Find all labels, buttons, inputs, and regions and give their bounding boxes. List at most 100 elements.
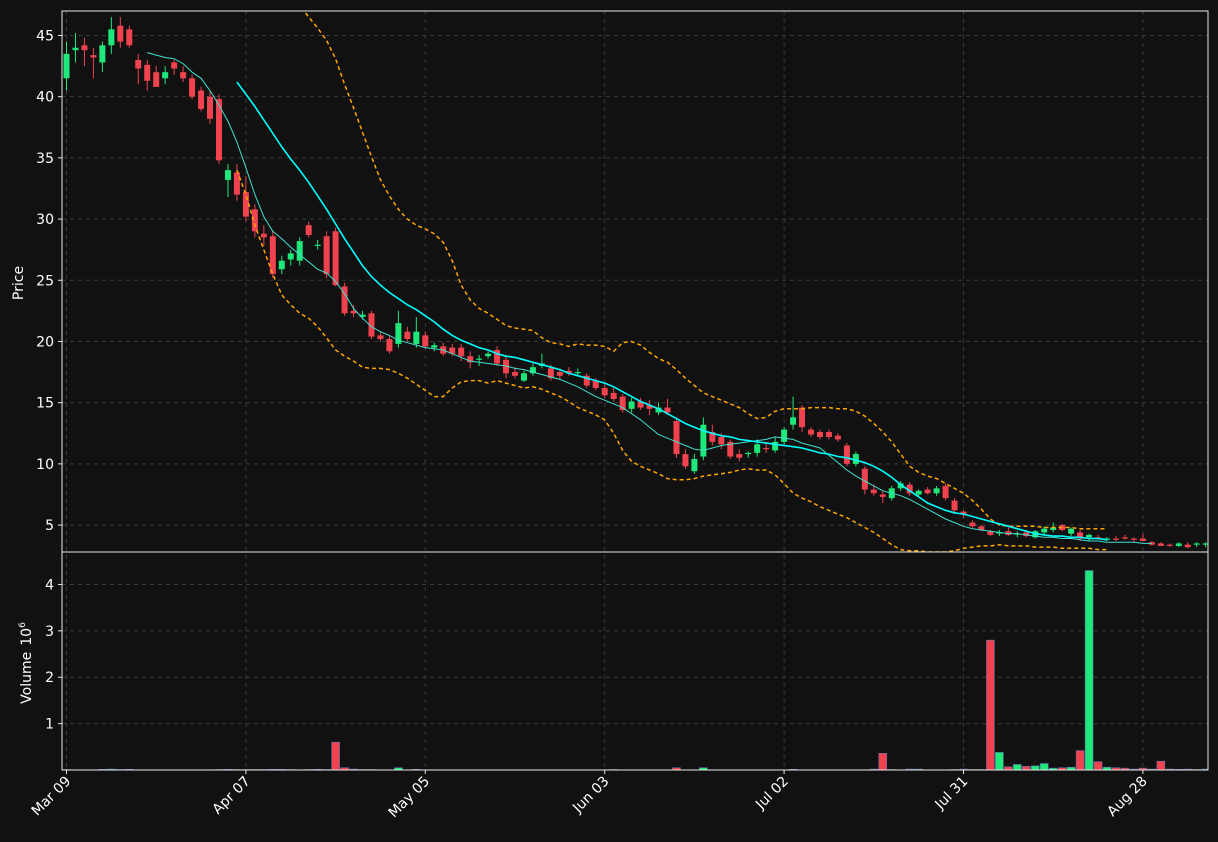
candle <box>1112 536 1119 541</box>
candle <box>377 331 384 342</box>
candle <box>637 397 644 411</box>
candle <box>1077 529 1084 541</box>
volume-bar <box>1084 570 1094 770</box>
candle-body <box>951 500 958 511</box>
candle-body <box>485 353 492 357</box>
candle-body <box>296 241 303 261</box>
candle-body <box>233 172 240 195</box>
candle <box>233 163 240 201</box>
candle-body <box>1121 537 1128 539</box>
candle-body <box>1041 528 1048 533</box>
candle <box>153 66 160 87</box>
date-tick-label: Apr 07 <box>210 774 254 818</box>
candle-body <box>897 483 904 489</box>
candle-body <box>341 286 348 314</box>
candle-body <box>547 368 554 379</box>
candle-body <box>852 454 859 464</box>
candle-body <box>153 72 160 87</box>
candle-body <box>180 72 187 79</box>
candle <box>574 368 581 376</box>
candle-body <box>126 29 133 46</box>
candle-body <box>754 444 761 453</box>
candle <box>951 498 958 515</box>
candle-body <box>960 511 967 515</box>
candle <box>790 396 797 430</box>
candle <box>332 227 339 287</box>
candle-body <box>314 244 321 247</box>
candle-body <box>1050 527 1057 530</box>
price-tick-label: 35 <box>36 151 54 167</box>
candle <box>745 451 752 458</box>
candle-body <box>242 192 249 217</box>
candle-body <box>63 53 70 79</box>
candle <box>529 363 536 376</box>
candle <box>341 282 348 316</box>
candle <box>72 33 79 63</box>
candle-body <box>870 489 877 494</box>
volume-plot <box>62 570 1208 770</box>
candle-body <box>467 356 474 363</box>
candle-body <box>135 59 142 69</box>
candle <box>727 439 734 459</box>
candle-body <box>404 331 411 340</box>
candle-body <box>915 490 922 495</box>
volume-tick-label: 2 <box>45 670 54 686</box>
candle <box>314 239 321 250</box>
candle-body <box>736 454 743 458</box>
candle-body <box>1112 538 1119 540</box>
candle-body <box>906 484 913 494</box>
candle-body <box>601 387 608 396</box>
volume-tick-label: 4 <box>45 577 54 593</box>
candle <box>1068 527 1075 537</box>
candle-body <box>1014 533 1021 535</box>
candle-body <box>529 367 536 374</box>
candle-body <box>610 392 617 400</box>
volume-bar <box>331 741 340 770</box>
candle <box>422 331 429 349</box>
candle-body <box>1139 538 1146 541</box>
volume-bar <box>1075 750 1085 770</box>
candle <box>619 394 626 413</box>
candle-body <box>503 359 510 374</box>
candle-body <box>1184 544 1191 548</box>
date-tick-label: May 05 <box>386 774 434 822</box>
candle <box>843 443 850 467</box>
candle <box>287 249 294 266</box>
candle <box>404 326 411 342</box>
candle <box>996 529 1003 537</box>
candle <box>386 335 393 354</box>
candle <box>682 449 689 469</box>
candle <box>90 47 97 79</box>
candle-body <box>879 494 886 497</box>
candle-body <box>583 375 590 386</box>
price-tick-label: 10 <box>36 457 54 473</box>
date-tick-label: Jul 31 <box>932 774 972 814</box>
candle-body <box>781 429 788 442</box>
volume-bar <box>1093 761 1103 770</box>
candle <box>323 231 330 278</box>
candle-body <box>350 310 357 314</box>
candle-body <box>323 236 330 275</box>
candle <box>673 417 680 458</box>
candle <box>189 74 196 100</box>
candle-body <box>1166 544 1173 546</box>
candle <box>135 53 142 85</box>
volume-bar <box>986 639 995 770</box>
volume-bar <box>1013 764 1022 770</box>
candle <box>1121 534 1128 540</box>
candle-body <box>260 233 267 238</box>
candle-body <box>476 358 483 360</box>
candle <box>664 399 671 415</box>
candle <box>1202 542 1208 548</box>
candle <box>485 351 492 359</box>
candle <box>861 466 868 495</box>
price-tick-label: 20 <box>36 334 54 350</box>
candle <box>709 424 716 446</box>
candle-body <box>637 401 644 408</box>
candle <box>834 433 841 442</box>
candle <box>278 255 285 275</box>
candle <box>117 17 124 48</box>
candle <box>431 342 438 352</box>
candle-body <box>287 253 294 260</box>
candle <box>467 351 474 369</box>
